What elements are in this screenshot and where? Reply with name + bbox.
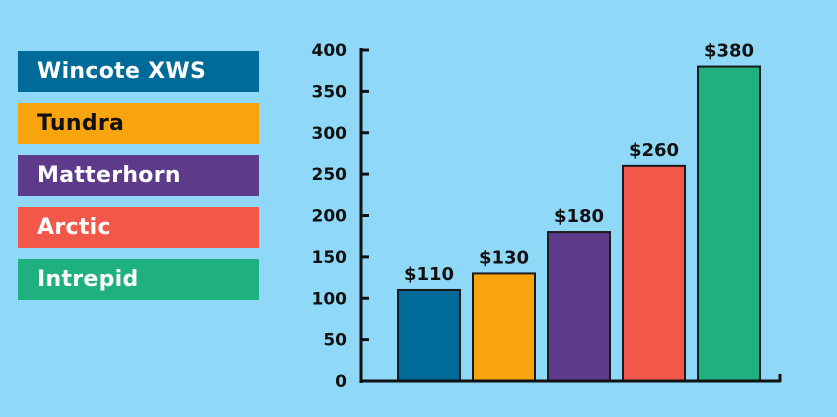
y-tick-label: 50 [323, 331, 347, 351]
legend-item: Intrepid [18, 259, 259, 300]
bar [472, 272, 536, 382]
legend-item: Tundra [18, 103, 259, 144]
legend-item: Matterhorn [18, 155, 259, 196]
y-tick-label: 250 [312, 165, 348, 185]
legend-label: Tundra [37, 111, 125, 136]
bar [697, 65, 761, 383]
legend-label: Matterhorn [37, 163, 181, 188]
bar-value-label: $260 [629, 140, 679, 161]
y-tick-label: 100 [312, 289, 348, 309]
y-tick-label: 150 [312, 248, 348, 268]
y-tick-label: 400 [312, 41, 348, 61]
bar [547, 231, 611, 382]
bar-value-label: $130 [479, 247, 529, 268]
y-tick-label: 350 [312, 82, 348, 102]
bar [397, 288, 461, 383]
y-tick-label: 200 [312, 207, 348, 227]
legend-label: Arctic [37, 215, 111, 240]
bar-value-label: $180 [554, 206, 604, 227]
legend-item: Arctic [18, 207, 259, 248]
y-tick-label: 300 [312, 124, 348, 144]
legend: Wincote XWS Tundra Matterhorn Arctic Intrepi… [18, 51, 259, 311]
y-tick-label: 0 [335, 372, 347, 392]
bar [622, 164, 686, 382]
legend-label: Wincote XWS [37, 59, 207, 84]
legend-item: Wincote XWS [18, 51, 259, 92]
bar-value-label: $110 [404, 264, 454, 285]
bar-value-label: $380 [704, 41, 754, 62]
legend-label: Intrepid [37, 267, 139, 292]
